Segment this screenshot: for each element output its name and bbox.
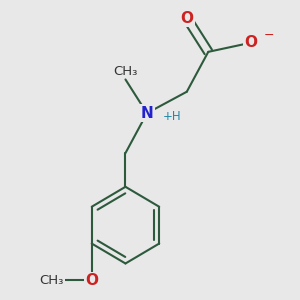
Text: N: N bbox=[141, 106, 153, 121]
Text: CH₃: CH₃ bbox=[113, 65, 138, 78]
Text: −: − bbox=[263, 28, 274, 41]
Text: +H: +H bbox=[163, 110, 182, 123]
Text: O: O bbox=[85, 273, 98, 288]
Text: O: O bbox=[245, 35, 258, 50]
Text: CH₃: CH₃ bbox=[40, 274, 64, 287]
Text: O: O bbox=[180, 11, 193, 26]
